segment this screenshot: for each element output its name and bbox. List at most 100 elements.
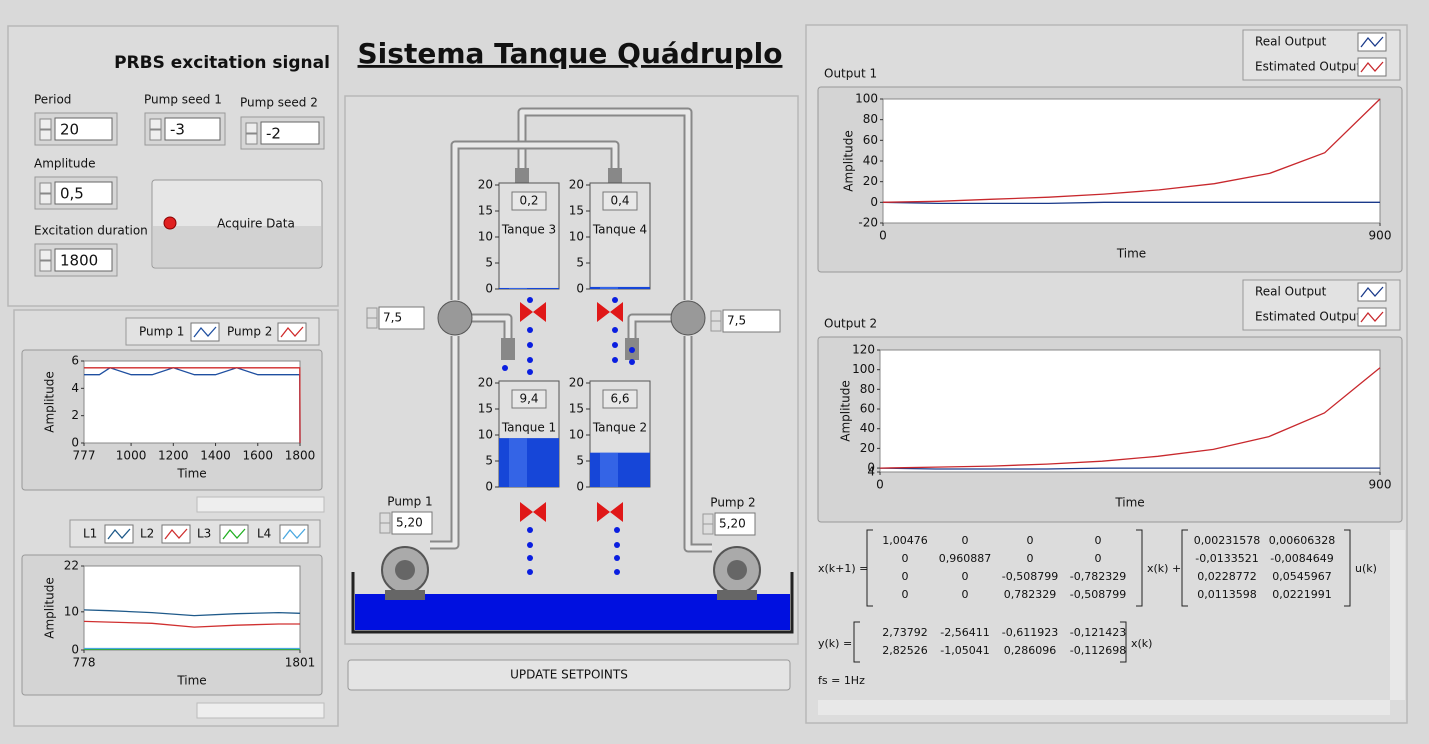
decrement-button[interactable] bbox=[149, 129, 162, 141]
nozzle bbox=[515, 168, 529, 184]
x-tick-label: 1400 bbox=[200, 449, 231, 463]
increment-button[interactable] bbox=[379, 512, 391, 524]
series-line bbox=[879, 467, 1380, 470]
acquire-button[interactable]: Acquire Data bbox=[151, 179, 323, 269]
increment-button[interactable] bbox=[39, 249, 52, 261]
sampling-label: fs = 1Hz bbox=[818, 674, 865, 687]
numeric-value: 7,5 bbox=[383, 311, 402, 325]
series-line bbox=[879, 367, 1381, 469]
legend-label: Estimated Output bbox=[1255, 310, 1361, 324]
legend-line bbox=[164, 528, 188, 540]
x-tick-label: 900 bbox=[1369, 478, 1392, 492]
legend-line bbox=[282, 528, 306, 540]
matrix-cell: 2,82526 bbox=[882, 644, 928, 657]
equation-label: u(k) bbox=[1355, 562, 1377, 575]
legend-label: L3 bbox=[197, 527, 211, 541]
numeric-value: 1800 bbox=[60, 252, 98, 270]
matrix-brackets bbox=[853, 529, 1351, 663]
matrix-cell: 2,73792 bbox=[882, 626, 928, 639]
nozzle bbox=[501, 338, 515, 360]
tank-level bbox=[499, 287, 559, 289]
y-axis-label: Amplitude bbox=[842, 130, 856, 192]
numeric-field[interactable] bbox=[54, 248, 113, 272]
decrement-button[interactable] bbox=[39, 129, 52, 141]
increment-button[interactable] bbox=[702, 513, 714, 525]
numeric-field[interactable] bbox=[391, 511, 433, 535]
series-line bbox=[83, 609, 301, 617]
legend-line bbox=[1360, 61, 1384, 73]
x-tick-label: 0 bbox=[879, 229, 887, 243]
x-tick-label: 1600 bbox=[242, 449, 273, 463]
increment-button[interactable] bbox=[39, 182, 52, 194]
decrement-button[interactable] bbox=[39, 260, 52, 272]
decrement-button[interactable] bbox=[379, 522, 391, 534]
update-button[interactable]: UPDATE SETPOINTS bbox=[347, 659, 791, 691]
numeric-field[interactable] bbox=[260, 121, 320, 145]
increment-button[interactable] bbox=[245, 122, 258, 134]
legend-line bbox=[222, 528, 246, 540]
decrement-button[interactable] bbox=[702, 523, 714, 535]
increment-button[interactable] bbox=[366, 307, 378, 319]
increment-button[interactable] bbox=[39, 118, 52, 130]
tank-scale-label: 20 bbox=[478, 178, 493, 192]
pump-label: Pump 2 bbox=[710, 496, 755, 510]
numeric-field[interactable] bbox=[378, 306, 425, 330]
plot-area bbox=[882, 98, 1381, 224]
numeric-value: -2 bbox=[266, 125, 281, 143]
increment-button[interactable] bbox=[710, 310, 722, 322]
diagram-pipes bbox=[351, 107, 794, 634]
legend-label: Real Output bbox=[1255, 285, 1327, 299]
level-value: 0,2 bbox=[519, 194, 538, 208]
decrement-button[interactable] bbox=[39, 193, 52, 205]
button-face[interactable] bbox=[347, 659, 791, 691]
matrix-cell: -2,56411 bbox=[940, 626, 989, 639]
x-tick-label: 777 bbox=[73, 449, 96, 463]
numeric-field[interactable] bbox=[54, 117, 113, 141]
tank-level-shine bbox=[600, 286, 618, 289]
plot-area bbox=[879, 349, 1381, 473]
tank-level-shine bbox=[509, 287, 527, 289]
page-title: Sistema Tanque Quádruplo bbox=[358, 37, 783, 70]
matrix-cell: -0,0133521 bbox=[1195, 552, 1258, 565]
tank-scale-label: 0 bbox=[576, 282, 584, 296]
level-indicator bbox=[602, 389, 638, 409]
matrix-cell: 0 bbox=[902, 552, 909, 565]
tank-scale-label: 0 bbox=[576, 480, 584, 494]
matrix-cell: 0,960887 bbox=[939, 552, 992, 565]
decrement-button[interactable] bbox=[710, 320, 722, 332]
y-tick-label: 40 bbox=[860, 421, 875, 435]
matrix-cell: -0,121423 bbox=[1070, 626, 1126, 639]
matrix-cell: 0,0113598 bbox=[1197, 588, 1257, 601]
button-shade bbox=[153, 226, 321, 267]
scrollbar[interactable] bbox=[1390, 530, 1405, 700]
level-value: 0,4 bbox=[610, 194, 629, 208]
matrix-cell: -0,112698 bbox=[1070, 644, 1126, 657]
scrollbar[interactable] bbox=[196, 702, 325, 719]
increment-button[interactable] bbox=[149, 118, 162, 130]
tank-name: Tanque 3 bbox=[501, 223, 556, 237]
level-value: 6,6 bbox=[610, 392, 629, 406]
numeric-value: 5,20 bbox=[719, 517, 746, 531]
tank-scale-label: 15 bbox=[478, 402, 493, 416]
scrollbar[interactable] bbox=[196, 496, 325, 513]
tank-scale-label: 20 bbox=[569, 178, 584, 192]
matrix-cell: 0,00231578 bbox=[1194, 534, 1260, 547]
pump-label: Pump 1 bbox=[387, 495, 432, 509]
legend-label: Estimated Output bbox=[1255, 60, 1361, 74]
tank-scale-label: 20 bbox=[569, 376, 584, 390]
numeric-field[interactable] bbox=[54, 181, 113, 205]
numeric-field[interactable] bbox=[722, 309, 781, 333]
scrollbar[interactable] bbox=[818, 700, 1390, 715]
numeric-field[interactable] bbox=[714, 512, 756, 536]
x-tick-label: 1801 bbox=[285, 656, 316, 670]
numeric-field[interactable] bbox=[164, 117, 221, 141]
pump-base bbox=[385, 590, 425, 600]
splitter-valve bbox=[437, 300, 473, 336]
button-label[interactable]: UPDATE SETPOINTS bbox=[510, 668, 628, 682]
decrement-button[interactable] bbox=[366, 317, 378, 329]
matrix-cell: 0 bbox=[1095, 552, 1102, 565]
decrement-button[interactable] bbox=[245, 133, 258, 145]
control-label: Pump seed 1 bbox=[144, 93, 222, 107]
equation-label: x(k) bbox=[1131, 637, 1152, 650]
button-label[interactable]: Acquire Data bbox=[217, 217, 295, 231]
